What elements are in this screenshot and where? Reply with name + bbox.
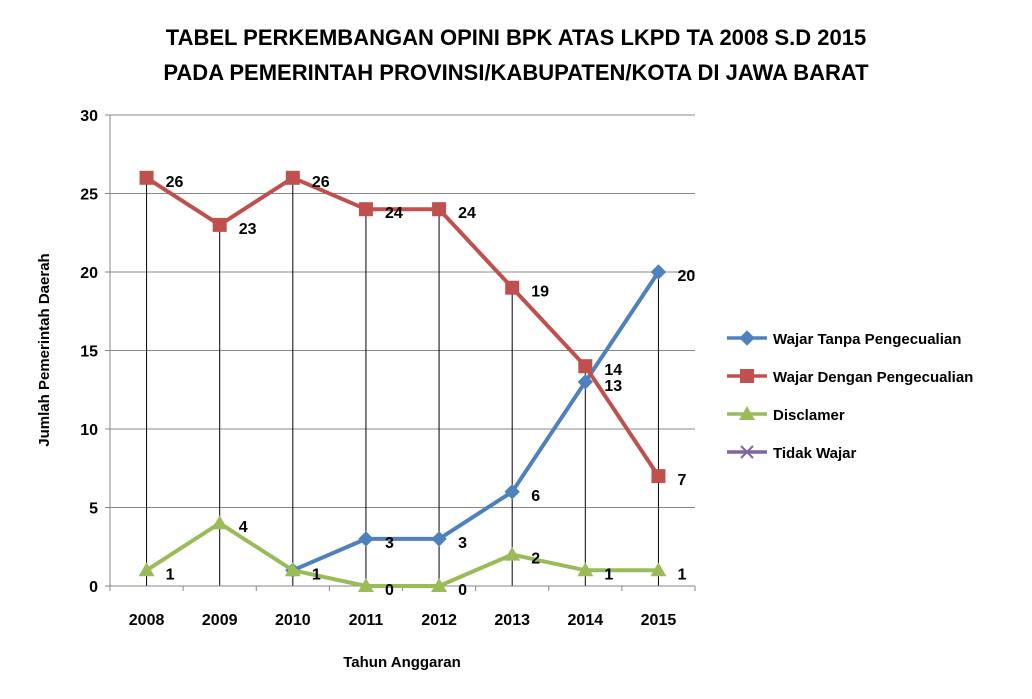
data-label-0-2012: 3 <box>458 535 467 552</box>
point-2-2011 <box>357 578 374 592</box>
point-2-2012 <box>431 578 448 592</box>
x-axis-label: Tahun Anggaran <box>343 654 461 671</box>
data-label-0-2014: 13 <box>604 378 622 395</box>
x-tick-label-2012: 2012 <box>421 612 457 629</box>
y-tick-label-30: 30 <box>80 108 98 125</box>
data-label-1-2010: 26 <box>312 174 330 191</box>
legend-marker-2 <box>739 406 755 420</box>
data-label-2-2010: 1 <box>312 566 321 583</box>
data-label-1-2008: 26 <box>166 174 184 191</box>
point-0-2011 <box>358 531 374 547</box>
legend-label-2: Disclamer <box>773 407 845 424</box>
legend-item-0: Wajar Tanpa Pengecualian <box>727 330 961 348</box>
point-2-2009 <box>211 515 228 530</box>
legend-label-3: Tidak Wajar <box>773 445 857 462</box>
x-tick-label-2009: 2009 <box>202 612 238 629</box>
data-label-2-2013: 2 <box>531 551 540 568</box>
data-label-2-2014: 1 <box>604 566 613 583</box>
x-tick-label-2008: 2008 <box>129 612 165 629</box>
legend-item-1: Wajar Dengan Pengecualian <box>727 369 973 386</box>
data-label-0-2011: 3 <box>385 535 394 552</box>
series-line-2 <box>144 521 661 588</box>
data-label-0-2015: 20 <box>677 268 695 285</box>
point-1-2013 <box>505 280 520 295</box>
point-0-2013 <box>504 484 520 500</box>
y-tick-label-0: 0 <box>89 579 98 596</box>
y-tick-label-10: 10 <box>80 422 98 439</box>
point-0-2015 <box>650 264 667 280</box>
series-line-1 <box>144 175 661 479</box>
data-label-1-2014: 14 <box>604 362 622 379</box>
data-label-1-2015: 7 <box>677 472 686 489</box>
legend-marker-1 <box>740 369 754 383</box>
chart-title-line2: PADA PEMERINTAH PROVINSI/KABUPATEN/KOTA … <box>163 60 869 85</box>
series-2 <box>138 515 667 592</box>
y-tick-label-20: 20 <box>80 265 98 282</box>
series-0 <box>285 264 667 579</box>
y-tick-label-15: 15 <box>80 344 98 361</box>
series-line-0 <box>290 270 661 573</box>
point-2-2013 <box>504 546 521 561</box>
grid <box>110 114 695 508</box>
point-1-2008 <box>139 170 154 185</box>
data-label-2-2012: 0 <box>458 582 467 599</box>
data-label-2-2011: 0 <box>385 582 394 599</box>
point-1-2015 <box>651 469 666 484</box>
point-1-2009 <box>212 217 227 232</box>
data-label-0-2013: 6 <box>531 488 540 505</box>
point-1-2011 <box>358 202 373 217</box>
data-label-2-2009: 4 <box>239 519 248 536</box>
data-label-2-2008: 1 <box>166 566 175 583</box>
point-2-2014 <box>577 562 594 577</box>
y-tick-labels: 0 5 10 15 20 25 30 <box>80 108 110 596</box>
point-0-2014 <box>577 374 594 390</box>
legend: Wajar Tanpa Pengecualian Wajar Dengan Pen… <box>727 330 973 462</box>
legend-marker-0 <box>739 330 755 346</box>
x-tick-labels: 2008 2009 2010 2011 2012 2013 2014 2015 <box>109 586 696 629</box>
point-1-2014 <box>578 359 593 374</box>
x-tick-label-2013: 2013 <box>494 612 530 629</box>
x-tick-label-2010: 2010 <box>275 612 311 629</box>
legend-marker-3 <box>740 445 754 459</box>
x-tick-label-2014: 2014 <box>568 612 604 629</box>
x-tick-label-2011: 2011 <box>349 612 384 629</box>
point-1-2012 <box>432 202 447 217</box>
series-1 <box>139 170 666 484</box>
data-label-2-2015: 1 <box>677 566 686 583</box>
data-label-1-2013: 19 <box>531 284 549 301</box>
data-label-1-2009: 23 <box>239 221 257 238</box>
legend-item-3: Tidak Wajar <box>727 445 857 462</box>
x-tick-label-2015: 2015 <box>641 612 677 629</box>
legend-item-2: Disclamer <box>727 406 845 424</box>
data-label-1-2012: 24 <box>458 205 476 222</box>
legend-label-1: Wajar Dengan Pengecualian <box>773 369 973 386</box>
point-2-2015 <box>650 562 667 577</box>
y-tick-label-25: 25 <box>80 187 98 204</box>
legend-label-0: Wajar Tanpa Pengecualian <box>773 331 961 348</box>
point-0-2012 <box>431 531 447 547</box>
point-2-2010 <box>284 562 301 577</box>
chart-title-line1: TABEL PERKEMBANGAN OPINI BPK ATAS LKPD T… <box>166 25 866 50</box>
series-group <box>138 170 667 592</box>
drop-lines <box>146 177 659 586</box>
point-2-2008 <box>138 562 155 577</box>
y-tick-label-5: 5 <box>89 501 98 518</box>
data-label-1-2011: 24 <box>385 205 403 222</box>
point-1-2010 <box>285 170 300 185</box>
y-axis-label: Jumlah Pemerintah Daerah <box>36 253 53 446</box>
